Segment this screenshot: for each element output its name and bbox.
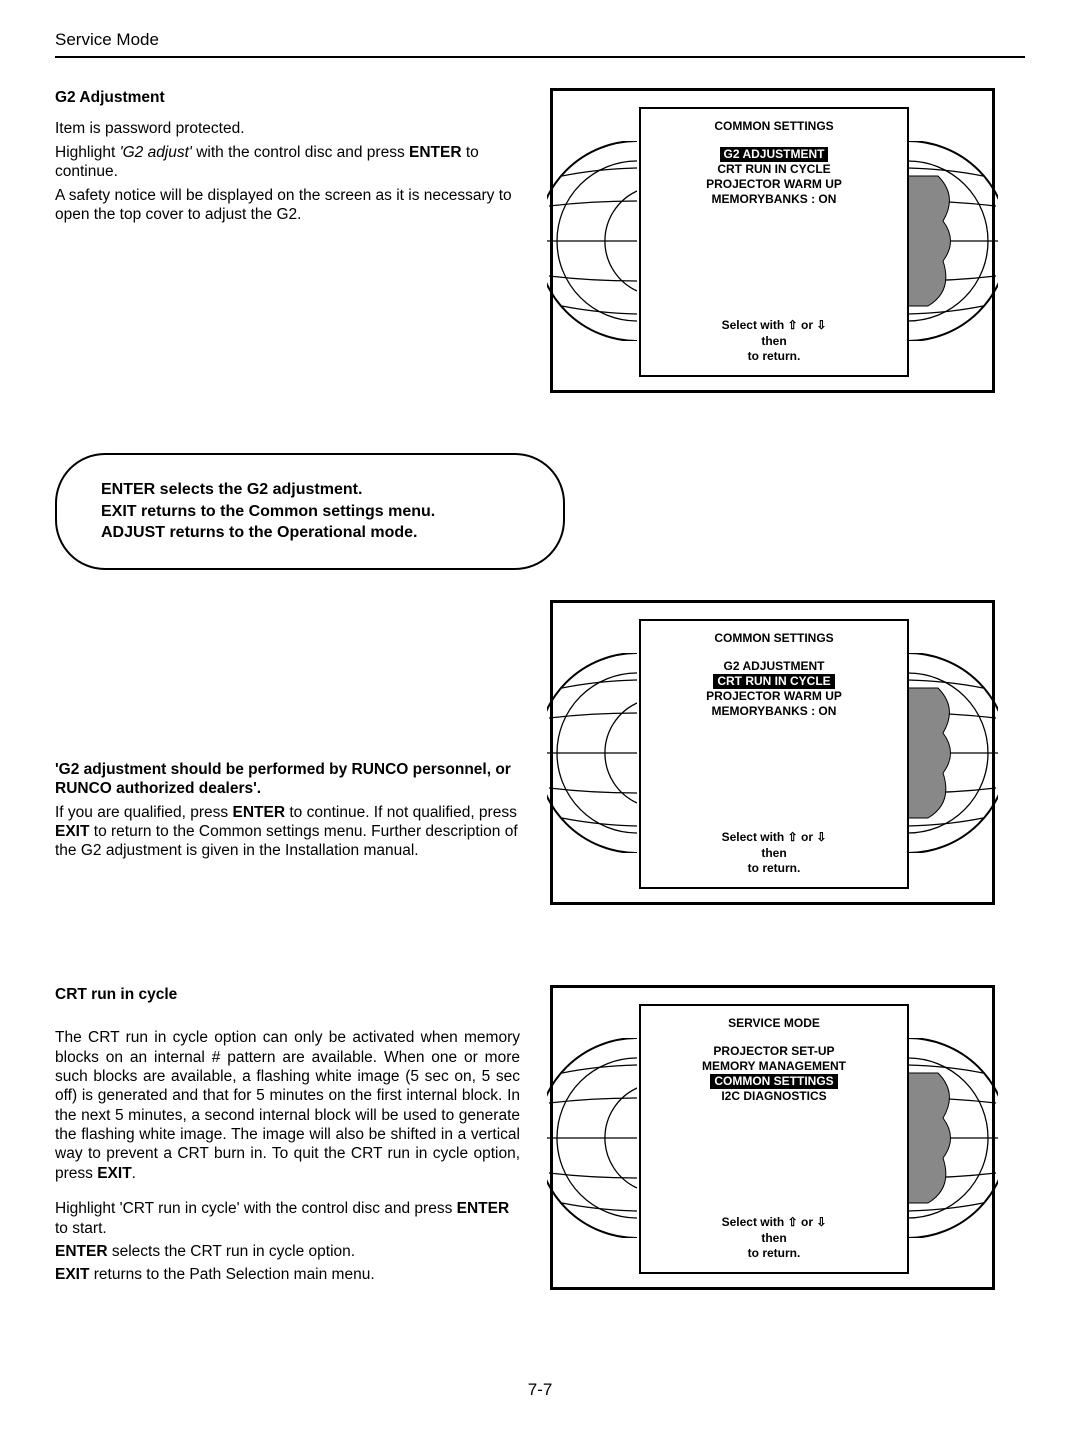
screen-diagram-2: COMMON SETTINGS G2 ADJUSTMENTCRT RUN IN …	[550, 600, 995, 905]
section3-p3: ENTER selects the CRT run in cycle optio…	[55, 1242, 520, 1261]
header-divider	[55, 56, 1025, 58]
section-heading-crt: CRT run in cycle	[55, 985, 520, 1004]
section1-line2: Highlight 'G2 adjust' with the control d…	[55, 143, 520, 182]
section3-p4: EXIT returns to the Path Selection main …	[55, 1265, 520, 1284]
controls-note-oval: ENTER selects the G2 adjustment. EXIT re…	[55, 453, 565, 570]
section1-line1: Item is password protected.	[55, 119, 520, 138]
section2-text: If you are qualified, press ENTER to con…	[55, 803, 520, 861]
section1-line3: A safety notice will be displayed on the…	[55, 186, 520, 225]
section2-warning: 'G2 adjustment should be performed by RU…	[55, 760, 520, 799]
section3-p2: Highlight 'CRT run in cycle' with the co…	[55, 1199, 520, 1238]
section-heading-g2: G2 Adjustment	[55, 88, 520, 107]
screen-diagram-3: SERVICE MODE PROJECTOR SET-UPMEMORY MANA…	[550, 985, 995, 1290]
screen-diagram-1: COMMON SETTINGS G2 ADJUSTMENTCRT RUN IN …	[550, 88, 995, 393]
section3-p1: The CRT run in cycle option can only be …	[55, 1028, 520, 1183]
page-header: Service Mode	[55, 30, 1025, 50]
